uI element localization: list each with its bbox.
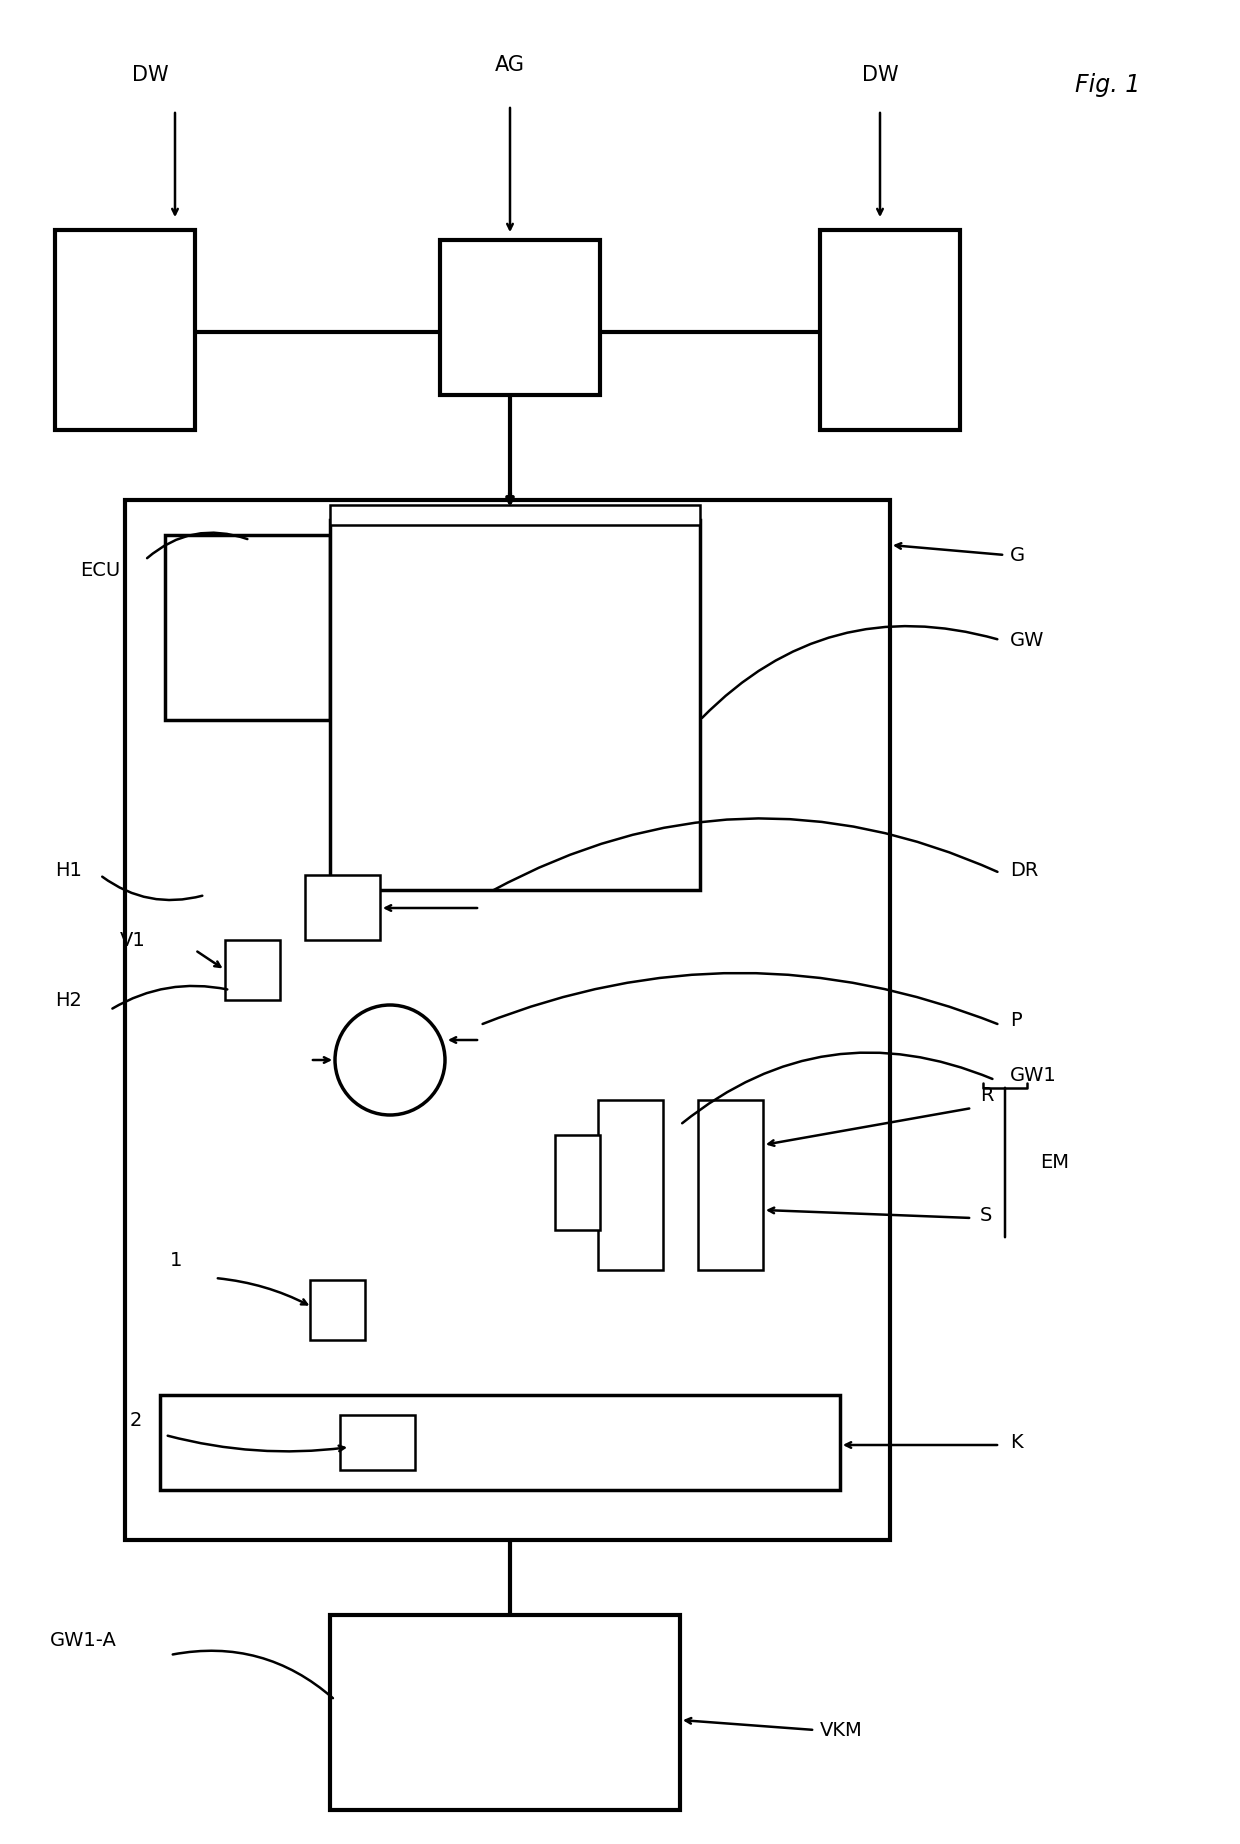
- Bar: [224, 940, 280, 999]
- Text: K: K: [1011, 1433, 1023, 1451]
- Bar: [330, 520, 701, 891]
- Circle shape: [335, 1005, 445, 1116]
- Text: GW1: GW1: [1011, 1066, 1056, 1084]
- Text: S: S: [980, 1206, 992, 1224]
- Bar: [55, 230, 195, 430]
- Bar: [160, 1396, 839, 1490]
- Bar: [440, 240, 600, 395]
- Bar: [698, 1101, 763, 1271]
- Bar: [598, 1101, 663, 1271]
- Text: GW: GW: [1011, 631, 1044, 649]
- Text: DW: DW: [862, 65, 898, 85]
- Text: VKM: VKM: [820, 1720, 863, 1739]
- Text: H1: H1: [55, 861, 82, 880]
- Text: Fig. 1: Fig. 1: [1075, 74, 1140, 98]
- Text: G: G: [1011, 546, 1025, 564]
- Text: V1: V1: [120, 931, 146, 950]
- Bar: [125, 500, 890, 1540]
- Text: 1: 1: [170, 1250, 182, 1269]
- Text: GW1-A: GW1-A: [50, 1630, 117, 1650]
- Text: P: P: [1011, 1011, 1022, 1029]
- Text: DW: DW: [131, 65, 169, 85]
- Bar: [556, 1136, 600, 1230]
- Text: ECU: ECU: [81, 561, 120, 579]
- Bar: [330, 1615, 680, 1811]
- Text: AG: AG: [495, 55, 525, 76]
- Text: R: R: [980, 1086, 993, 1105]
- Bar: [340, 1414, 415, 1470]
- Text: H2: H2: [55, 990, 82, 1009]
- Bar: [310, 1280, 365, 1341]
- Text: DR: DR: [1011, 861, 1038, 880]
- Bar: [305, 876, 379, 940]
- Text: EM: EM: [1040, 1152, 1069, 1171]
- Text: 2: 2: [130, 1411, 143, 1429]
- Bar: [165, 535, 330, 719]
- Bar: [330, 505, 701, 526]
- Bar: [820, 230, 960, 430]
